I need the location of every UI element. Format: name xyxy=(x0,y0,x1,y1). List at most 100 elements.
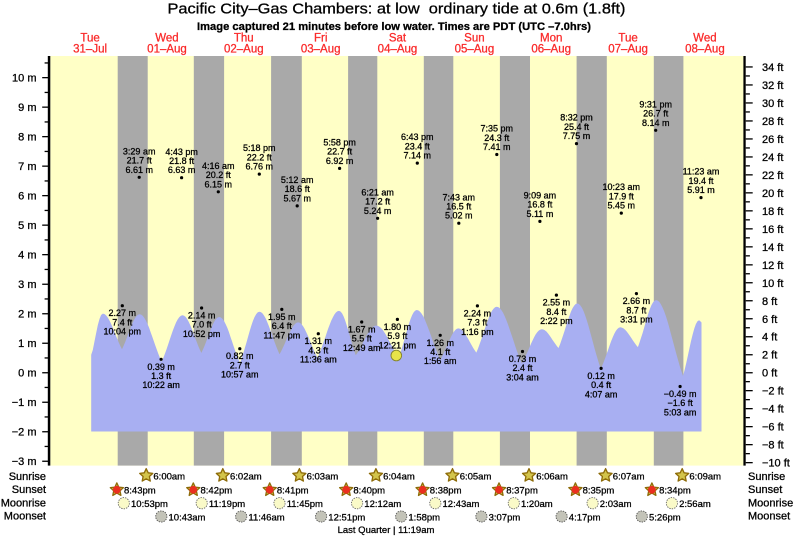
svg-text:6:00am: 6:00am xyxy=(153,471,185,482)
svg-text:12:49 am: 12:49 am xyxy=(343,343,381,353)
svg-text:2:22 pm: 2:22 pm xyxy=(540,316,573,326)
svg-text:Wed: Wed xyxy=(155,32,178,44)
svg-text:Sunset: Sunset xyxy=(12,484,46,496)
svg-text:2.4 ft: 2.4 ft xyxy=(512,363,533,373)
svg-text:2.27 m: 2.27 m xyxy=(109,308,137,318)
svg-text:Sunrise: Sunrise xyxy=(9,471,46,483)
svg-text:5.9 ft: 5.9 ft xyxy=(387,331,408,341)
svg-text:Last Quarter | 11:19am: Last Quarter | 11:19am xyxy=(338,525,435,536)
svg-text:32 ft: 32 ft xyxy=(762,80,783,92)
svg-text:7.75 m: 7.75 m xyxy=(563,131,591,141)
svg-text:4.1 ft: 4.1 ft xyxy=(430,347,451,357)
svg-text:24 ft: 24 ft xyxy=(762,152,783,164)
svg-text:1.80 m: 1.80 m xyxy=(384,322,412,332)
svg-text:18.6 ft: 18.6 ft xyxy=(285,184,311,194)
svg-text:3 m: 3 m xyxy=(18,279,36,291)
svg-text:3:07pm: 3:07pm xyxy=(489,512,521,523)
svg-text:06–Aug: 06–Aug xyxy=(531,43,571,55)
svg-text:2.14 m: 2.14 m xyxy=(188,311,216,321)
svg-text:10:23 am: 10:23 am xyxy=(603,182,641,192)
svg-text:7.4 ft: 7.4 ft xyxy=(112,317,133,327)
svg-text:4:43 pm: 4:43 pm xyxy=(165,147,198,157)
svg-text:Tue: Tue xyxy=(80,32,99,44)
svg-text:−3 m: −3 m xyxy=(12,456,37,468)
svg-text:08–Aug: 08–Aug xyxy=(685,43,725,55)
svg-text:22.7 ft: 22.7 ft xyxy=(327,147,353,157)
svg-text:0.82 m: 0.82 m xyxy=(226,351,254,361)
svg-text:23.4 ft: 23.4 ft xyxy=(405,141,431,151)
svg-text:6.63 m: 6.63 m xyxy=(168,165,196,175)
svg-text:0.4 ft: 0.4 ft xyxy=(591,380,612,390)
svg-text:22.2 ft: 22.2 ft xyxy=(247,152,273,162)
svg-text:−0.49 m: −0.49 m xyxy=(664,389,697,399)
svg-text:5:03 am: 5:03 am xyxy=(664,407,697,417)
svg-text:Moonset: Moonset xyxy=(4,511,46,523)
svg-text:Sat: Sat xyxy=(389,32,407,44)
svg-text:21.7 ft: 21.7 ft xyxy=(127,156,153,166)
svg-text:7.0 ft: 7.0 ft xyxy=(192,320,213,330)
svg-text:3:04 am: 3:04 am xyxy=(506,372,539,382)
svg-text:1:56 am: 1:56 am xyxy=(424,356,457,366)
svg-text:9:09 am: 9:09 am xyxy=(524,191,557,201)
svg-text:Sunset: Sunset xyxy=(748,484,782,496)
svg-text:11:45pm: 11:45pm xyxy=(287,499,323,510)
svg-text:−8 ft: −8 ft xyxy=(762,440,784,452)
svg-text:14 ft: 14 ft xyxy=(762,242,783,254)
svg-text:5.67 m: 5.67 m xyxy=(283,193,311,203)
svg-text:25.4 ft: 25.4 ft xyxy=(564,122,590,132)
svg-text:Pacific City–Gas Chambers: at: Pacific City–Gas Chambers: at low ordina… xyxy=(168,1,626,18)
svg-text:6:04am: 6:04am xyxy=(383,471,415,482)
svg-text:4.3 ft: 4.3 ft xyxy=(308,345,329,355)
svg-text:6:21 am: 6:21 am xyxy=(361,187,394,197)
svg-text:10:52 pm: 10:52 pm xyxy=(183,329,221,339)
svg-text:0 ft: 0 ft xyxy=(762,368,777,380)
svg-text:16.5 ft: 16.5 ft xyxy=(446,202,472,212)
svg-text:2 ft: 2 ft xyxy=(762,350,777,362)
svg-text:6:09am: 6:09am xyxy=(689,471,721,482)
svg-text:1.31 m: 1.31 m xyxy=(305,336,333,346)
svg-text:2.7 ft: 2.7 ft xyxy=(230,360,251,370)
svg-text:11:46am: 11:46am xyxy=(248,512,284,523)
svg-text:8:41pm: 8:41pm xyxy=(277,486,309,497)
svg-text:7.41 m: 7.41 m xyxy=(483,142,511,152)
svg-text:5.24 m: 5.24 m xyxy=(364,206,392,216)
svg-text:7.3 ft: 7.3 ft xyxy=(467,318,488,328)
svg-text:2:56am: 2:56am xyxy=(679,499,711,510)
svg-text:Sun: Sun xyxy=(464,32,484,44)
svg-text:8.7 ft: 8.7 ft xyxy=(626,305,647,315)
svg-text:Fri: Fri xyxy=(314,32,327,44)
svg-text:4:17pm: 4:17pm xyxy=(569,512,601,523)
svg-text:1.67 m: 1.67 m xyxy=(348,325,376,335)
svg-text:8.4 ft: 8.4 ft xyxy=(546,307,567,317)
svg-text:0.73 m: 0.73 m xyxy=(509,354,537,364)
svg-text:4 ft: 4 ft xyxy=(762,332,777,344)
svg-text:17.2 ft: 17.2 ft xyxy=(365,197,391,207)
svg-text:−2 ft: −2 ft xyxy=(762,386,784,398)
svg-text:8:40pm: 8:40pm xyxy=(353,486,385,497)
svg-text:6.4 ft: 6.4 ft xyxy=(272,321,293,331)
svg-text:03–Aug: 03–Aug xyxy=(301,43,341,55)
svg-text:2.55 m: 2.55 m xyxy=(543,298,571,308)
svg-text:Moonset: Moonset xyxy=(748,511,790,523)
svg-text:5:58 pm: 5:58 pm xyxy=(323,138,356,148)
svg-text:11:47 pm: 11:47 pm xyxy=(263,330,300,340)
svg-text:04–Aug: 04–Aug xyxy=(378,43,418,55)
svg-text:8:34pm: 8:34pm xyxy=(659,486,691,497)
svg-text:6.92 m: 6.92 m xyxy=(326,156,354,166)
svg-text:8:43pm: 8:43pm xyxy=(124,486,156,497)
svg-text:2 m: 2 m xyxy=(18,309,36,321)
svg-text:26 ft: 26 ft xyxy=(762,134,783,146)
svg-text:−6 ft: −6 ft xyxy=(762,422,784,434)
svg-text:6:43 pm: 6:43 pm xyxy=(401,132,434,142)
svg-text:8:32 pm: 8:32 pm xyxy=(560,113,593,123)
svg-text:6.61 m: 6.61 m xyxy=(125,165,153,175)
svg-text:20.2 ft: 20.2 ft xyxy=(206,170,232,180)
svg-text:10:57 am: 10:57 am xyxy=(221,370,259,380)
svg-text:2:03am: 2:03am xyxy=(600,499,632,510)
svg-text:8 ft: 8 ft xyxy=(762,296,777,308)
svg-text:Sunrise: Sunrise xyxy=(748,471,785,483)
svg-text:Tue: Tue xyxy=(618,32,637,44)
svg-text:0 m: 0 m xyxy=(18,368,36,380)
svg-text:10:53pm: 10:53pm xyxy=(131,499,168,510)
svg-text:2.66 m: 2.66 m xyxy=(623,296,651,306)
